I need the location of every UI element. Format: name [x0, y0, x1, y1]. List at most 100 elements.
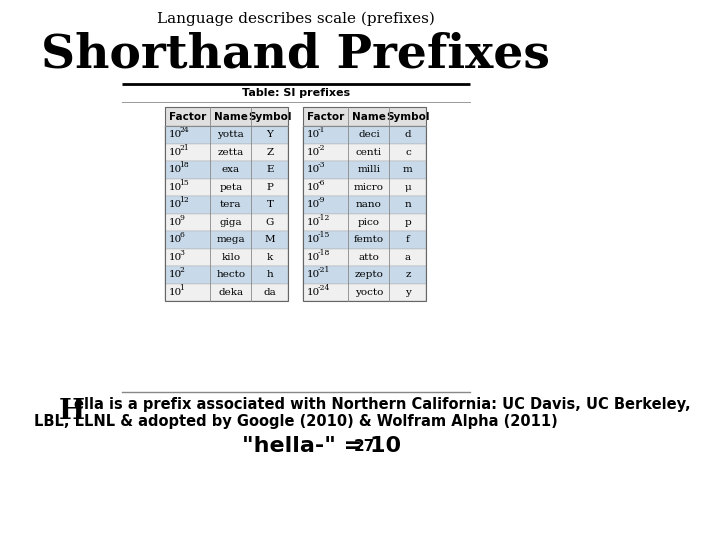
- Bar: [303, 196, 426, 213]
- Text: LBL, LLNL & adopted by Google (2010) & Wolfram Alpha (2011): LBL, LLNL & adopted by Google (2010) & W…: [34, 414, 558, 429]
- Text: 10: 10: [168, 235, 181, 244]
- Text: 10: 10: [307, 235, 320, 244]
- Bar: [303, 144, 426, 161]
- Text: d: d: [405, 130, 411, 139]
- Text: -3: -3: [318, 161, 325, 169]
- Bar: [165, 161, 289, 179]
- Text: 15: 15: [179, 179, 189, 187]
- Text: micro: micro: [354, 183, 384, 192]
- Text: 1: 1: [179, 284, 184, 292]
- Text: n: n: [405, 200, 411, 209]
- Text: f: f: [406, 235, 410, 244]
- Bar: [165, 107, 289, 301]
- Text: -18: -18: [318, 249, 330, 256]
- Text: nano: nano: [356, 200, 382, 209]
- Text: tera: tera: [220, 200, 242, 209]
- Bar: [165, 144, 289, 161]
- Text: T: T: [266, 200, 274, 209]
- Text: 10: 10: [168, 288, 181, 297]
- Text: 9: 9: [179, 214, 184, 222]
- Bar: [303, 231, 426, 248]
- Text: Symbol: Symbol: [386, 111, 430, 122]
- Bar: [303, 126, 426, 144]
- Text: 10: 10: [307, 253, 320, 262]
- Text: -9: -9: [318, 196, 325, 204]
- Text: M: M: [265, 235, 275, 244]
- Text: Language describes scale (prefixes): Language describes scale (prefixes): [157, 12, 435, 26]
- Text: 10: 10: [307, 288, 320, 297]
- Text: Name: Name: [214, 111, 248, 122]
- Text: z: z: [405, 270, 410, 279]
- Text: 10: 10: [168, 148, 181, 157]
- Text: Y: Y: [266, 130, 274, 139]
- Text: 10: 10: [168, 130, 181, 139]
- Bar: [165, 179, 289, 196]
- Text: G: G: [266, 218, 274, 227]
- Text: 21: 21: [179, 144, 189, 152]
- Text: yocto: yocto: [355, 288, 383, 297]
- Text: c: c: [405, 148, 411, 157]
- Bar: [303, 284, 426, 301]
- Text: Factor: Factor: [169, 111, 207, 122]
- Text: Factor: Factor: [307, 111, 344, 122]
- Bar: [303, 213, 426, 231]
- Text: 24: 24: [179, 126, 189, 134]
- Text: 3: 3: [179, 249, 184, 256]
- Text: Z: Z: [266, 148, 274, 157]
- Text: 10: 10: [307, 165, 320, 174]
- Bar: [303, 179, 426, 196]
- Text: hecto: hecto: [216, 270, 246, 279]
- Text: Symbol: Symbol: [248, 111, 292, 122]
- Text: 10: 10: [307, 148, 320, 157]
- Text: 10: 10: [168, 253, 181, 262]
- Text: 10: 10: [307, 270, 320, 279]
- Text: kilo: kilo: [221, 253, 240, 262]
- Text: -15: -15: [318, 231, 330, 239]
- Text: da: da: [264, 288, 276, 297]
- Text: zetta: zetta: [217, 148, 244, 157]
- Text: Name: Name: [352, 111, 386, 122]
- Text: 12: 12: [179, 196, 189, 204]
- Text: atto: atto: [359, 253, 379, 262]
- Text: 10: 10: [307, 200, 320, 209]
- Text: centi: centi: [356, 148, 382, 157]
- Text: Table: SI prefixes: Table: SI prefixes: [242, 88, 350, 98]
- Text: 10: 10: [307, 130, 320, 139]
- Text: 10: 10: [168, 218, 181, 227]
- Text: y: y: [405, 288, 411, 297]
- Text: k: k: [267, 253, 273, 262]
- Bar: [303, 266, 426, 284]
- Bar: [165, 248, 289, 266]
- Text: Shorthand Prefixes: Shorthand Prefixes: [41, 32, 550, 78]
- Text: P: P: [266, 183, 274, 192]
- Text: exa: exa: [222, 165, 240, 174]
- Text: peta: peta: [220, 183, 243, 192]
- Text: -21: -21: [318, 266, 330, 274]
- Bar: [303, 107, 426, 126]
- Bar: [303, 161, 426, 179]
- Text: 10: 10: [168, 183, 181, 192]
- Text: 6: 6: [179, 231, 184, 239]
- Text: -1: -1: [318, 126, 325, 134]
- Text: 10: 10: [168, 200, 181, 209]
- Text: p: p: [405, 218, 411, 227]
- Bar: [165, 231, 289, 248]
- Bar: [165, 196, 289, 213]
- Bar: [165, 284, 289, 301]
- Text: deka: deka: [218, 288, 243, 297]
- Text: μ: μ: [405, 183, 411, 192]
- Text: -6: -6: [318, 179, 325, 187]
- Text: ella is a prefix associated with Northern California: UC Davis, UC Berkeley,: ella is a prefix associated with Norther…: [74, 397, 690, 412]
- Text: 10: 10: [168, 165, 181, 174]
- Bar: [165, 213, 289, 231]
- Text: deci: deci: [358, 130, 380, 139]
- Text: femto: femto: [354, 235, 384, 244]
- Bar: [303, 107, 426, 301]
- Text: mega: mega: [217, 235, 246, 244]
- Text: 27: 27: [354, 439, 374, 454]
- Text: yotta: yotta: [217, 130, 244, 139]
- Text: 10: 10: [168, 270, 181, 279]
- Bar: [165, 107, 289, 126]
- Text: -12: -12: [318, 214, 330, 222]
- Text: H: H: [59, 398, 85, 425]
